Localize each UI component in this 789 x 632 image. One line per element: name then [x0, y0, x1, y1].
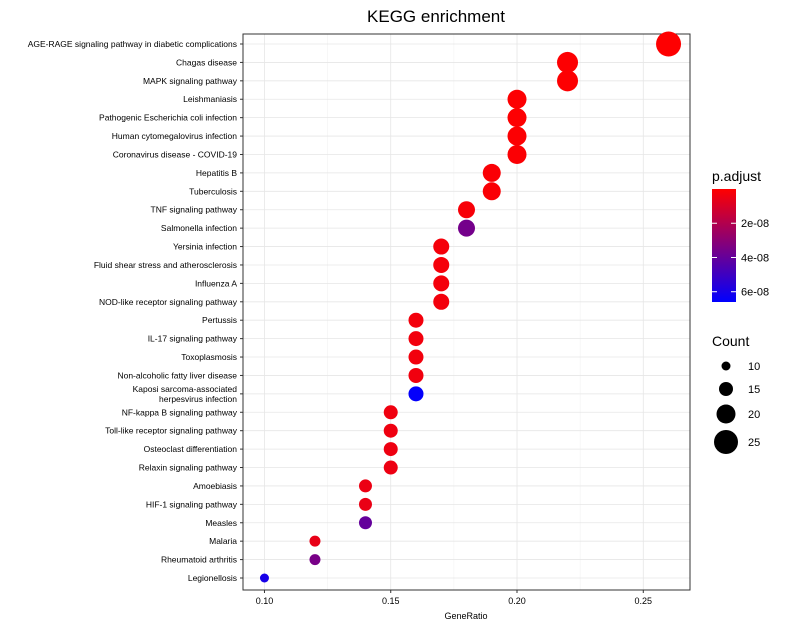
data-point: [482, 163, 501, 182]
x-axis-label: GeneRatio: [444, 611, 487, 621]
panel-background: [243, 34, 690, 590]
data-point: [458, 219, 475, 237]
size-legend-title: Count: [712, 333, 749, 349]
data-point: [408, 331, 424, 347]
y-tick-label: NF-kappa B signaling pathway: [122, 407, 238, 417]
y-tick-label: Chagas disease: [176, 57, 237, 67]
data-point: [358, 497, 372, 511]
data-point: [557, 51, 579, 73]
size-legend-label: 20: [748, 409, 760, 421]
y-tick-label: Hepatitis B: [196, 168, 237, 178]
data-point: [309, 535, 321, 547]
size-legend-label: 10: [748, 361, 760, 373]
y-tick-label: Leishmaniasis: [183, 94, 237, 104]
data-point: [259, 573, 269, 583]
y-tick-label: HIF-1 signaling pathway: [146, 499, 238, 509]
y-tick-label: Non-alcoholic fatty liver disease: [117, 370, 237, 380]
data-point: [358, 516, 372, 530]
y-tick-label: Amoebiasis: [193, 481, 237, 491]
chart-title: KEGG enrichment: [367, 7, 505, 26]
y-tick-label: Pertussis: [202, 315, 237, 325]
y-tick-label: Measles: [205, 518, 237, 528]
data-point: [507, 89, 527, 109]
data-point: [557, 70, 579, 92]
data-point: [383, 423, 398, 438]
data-point: [408, 312, 424, 328]
data-point: [507, 108, 527, 128]
data-point: [656, 31, 682, 57]
colorbar-tick-label: 4e-08: [741, 252, 769, 264]
y-tick-label: Pathogenic Escherichia coli infection: [99, 113, 237, 123]
size-legend-key: [721, 361, 731, 371]
data-point: [358, 479, 372, 493]
colorbar-tick-label: 6e-08: [741, 287, 769, 299]
size-legend-label: 15: [748, 384, 760, 396]
data-point: [408, 349, 424, 365]
y-tick-label: Kaposi sarcoma-associated herpesvirus inf…: [133, 384, 238, 404]
panel-border: [242, 33, 691, 591]
y-tick-label: Fluid shear stress and atherosclerosis: [94, 260, 237, 270]
colorbar-tick-label: 2e-08: [741, 218, 769, 230]
x-tick-label: 0.10: [256, 596, 274, 606]
x-tick-label: 0.20: [508, 596, 526, 606]
data-point: [383, 442, 398, 457]
size-legend-key: [719, 382, 733, 396]
y-tick-label: Osteoclast differentiation: [144, 444, 238, 454]
data-point: [433, 293, 450, 310]
data-point: [408, 367, 424, 383]
data-point: [383, 405, 398, 420]
x-tick-label: 0.25: [635, 596, 653, 606]
y-tick-label: Rheumatoid arthritis: [161, 555, 237, 565]
size-legend-key: [714, 430, 738, 454]
y-tick-label: Toxoplasmosis: [181, 352, 237, 362]
legend-panel: p.adjust Count 2e-08 4e-08 6e-08 10 15 20 25: [712, 168, 769, 454]
plot-panel: 0.10 0.15 0.20 0.25 AGE-RAGE signaling pathw…: [28, 31, 691, 606]
data-point: [433, 256, 450, 273]
y-tick-label: Tuberculosis: [189, 186, 237, 196]
y-tick-label: Malaria: [209, 536, 237, 546]
data-point: [507, 126, 527, 146]
data-point: [433, 275, 450, 292]
size-legend-key: [716, 404, 736, 424]
y-tick-label: Human cytomegalovirus infection: [112, 131, 237, 141]
data-point: [433, 238, 450, 255]
data-point: [383, 460, 398, 475]
y-tick-label: Yersinia infection: [173, 242, 237, 252]
color-bar: [712, 189, 736, 302]
y-tick-label: Influenza A: [195, 278, 237, 288]
y-tick-label: Salmonella infection: [161, 223, 237, 233]
color-legend-title: p.adjust: [712, 168, 761, 184]
y-tick-label: Relaxin signaling pathway: [139, 463, 238, 473]
y-tick-label: AGE-RAGE signaling pathway in diabetic c…: [28, 39, 237, 49]
size-legend-label: 25: [748, 437, 760, 449]
y-tick-label: MAPK signaling pathway: [143, 76, 238, 86]
data-point: [507, 144, 527, 164]
y-tick-label: TNF signaling pathway: [151, 205, 238, 215]
y-tick-label: Legionellosis: [188, 573, 237, 583]
y-tick-label: Coronavirus disease - COVID-19: [113, 149, 238, 159]
y-tick-label: IL-17 signaling pathway: [148, 334, 238, 344]
data-point: [309, 554, 321, 566]
y-tick-label: NOD-like receptor signaling pathway: [99, 297, 238, 307]
data-point: [408, 386, 424, 402]
y-tick-label: Toll-like receptor signaling pathway: [105, 426, 238, 436]
data-point: [482, 182, 501, 201]
data-point: [458, 201, 475, 219]
x-tick-label: 0.15: [382, 596, 400, 606]
